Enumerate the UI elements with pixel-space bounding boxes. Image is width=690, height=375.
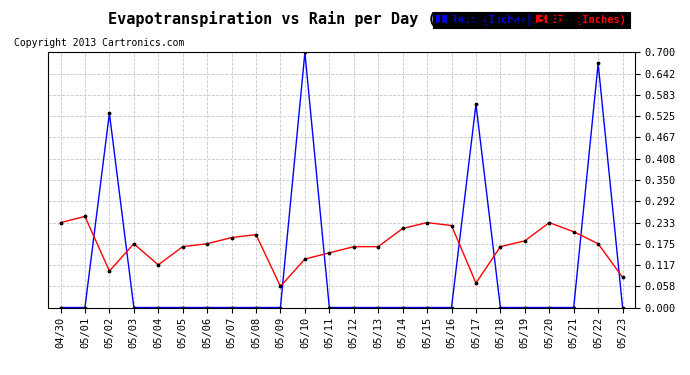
- Text: Evapotranspiration vs Rain per Day (Inches) 20130524: Evapotranspiration vs Rain per Day (Inch…: [108, 11, 582, 27]
- Legend: Rain (Inches), ET  (Inches): Rain (Inches), ET (Inches): [433, 12, 629, 28]
- Text: Copyright 2013 Cartronics.com: Copyright 2013 Cartronics.com: [14, 38, 184, 48]
